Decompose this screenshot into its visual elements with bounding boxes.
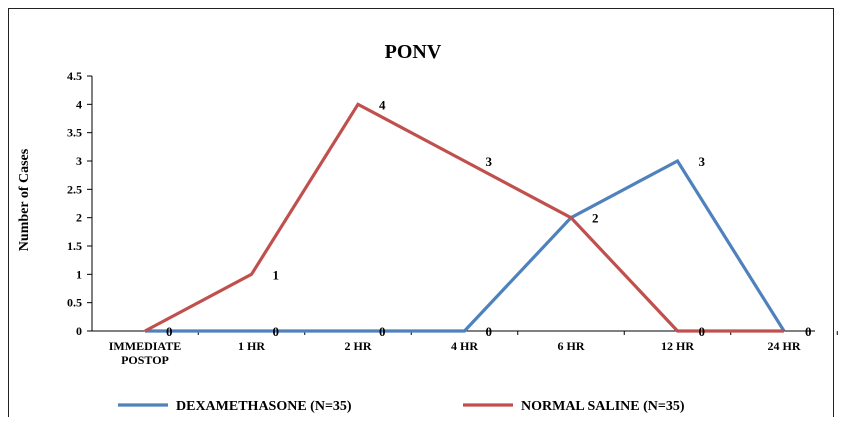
- y-tick-label: 4: [76, 97, 82, 111]
- x-tick-label: 6 HR: [558, 339, 585, 353]
- data-point: [251, 330, 252, 332]
- chart-title: PONV: [385, 41, 442, 63]
- y-tick-label: 1.5: [67, 239, 82, 253]
- x-tick-label: 2 HR: [345, 339, 372, 353]
- x-tick-label: 4 HR: [451, 339, 478, 353]
- data-label: 0: [699, 324, 706, 339]
- x-tick-line: IMMEDIATE: [109, 339, 181, 353]
- data-label: 2: [592, 211, 599, 226]
- y-axis-label: Number of Cases: [17, 148, 32, 251]
- data-labels: 0 0 0 0 3 0 1 4 3 2 0: [166, 97, 812, 339]
- data-label: 1: [273, 267, 280, 282]
- data-point: [251, 273, 252, 275]
- data-label: 0: [166, 324, 173, 339]
- x-tick-labels: IMMEDIATE POSTOP 1 HR 2 HR 4 HR 6 HR 12 HR 24 H…: [109, 339, 801, 367]
- x-tick-label: 1 HR: [238, 339, 265, 353]
- series-lines: [144, 102, 786, 333]
- y-tick-label: 4.5: [67, 69, 82, 83]
- axes: [87, 75, 838, 335]
- y-tick-label: 2.5: [67, 182, 82, 196]
- data-label: 0: [379, 324, 386, 339]
- x-tick-label: IMMEDIATE POSTOP: [109, 339, 181, 367]
- data-point: [677, 160, 678, 162]
- data-label: 4: [379, 97, 386, 112]
- data-point: [144, 330, 146, 332]
- data-point: [783, 330, 785, 332]
- data-point: [677, 330, 678, 332]
- legend: DEXAMETHASONE (N=35) NORMAL SALINE (N=35): [118, 399, 685, 414]
- data-point: [570, 217, 572, 219]
- y-tick-label: 0: [76, 324, 82, 338]
- data-label: 0: [486, 324, 493, 339]
- y-tick-label: 2: [76, 211, 82, 225]
- data-label: 3: [699, 154, 706, 169]
- series-line-normal-saline: [144, 102, 784, 333]
- data-label: 3: [486, 154, 493, 169]
- chart-frame: [8, 8, 834, 417]
- y-tick-label: 1: [76, 267, 82, 281]
- legend-label: NORMAL SALINE (N=35): [521, 399, 685, 414]
- y-tick-label: 3.5: [67, 126, 82, 140]
- data-label: 0: [273, 324, 280, 339]
- x-tick-line: POSTOP: [121, 353, 169, 367]
- y-tick-labels: 0 0.5 1 1.5 2 2.5 3 3.5 4 4.5: [67, 69, 82, 338]
- data-point: [464, 330, 465, 332]
- y-tick-label: 0.5: [67, 296, 82, 310]
- y-tick-label: 3: [76, 154, 82, 168]
- data-point: [464, 160, 465, 162]
- data-point: [357, 330, 359, 332]
- x-tick-label: 24 HR: [768, 339, 801, 353]
- data-point: [357, 103, 359, 105]
- legend-label: DEXAMETHASONE (N=35): [176, 399, 352, 414]
- series-line-dexamethasone: [145, 158, 786, 333]
- x-tick-label: 12 HR: [661, 339, 694, 353]
- data-label: 0: [805, 324, 812, 339]
